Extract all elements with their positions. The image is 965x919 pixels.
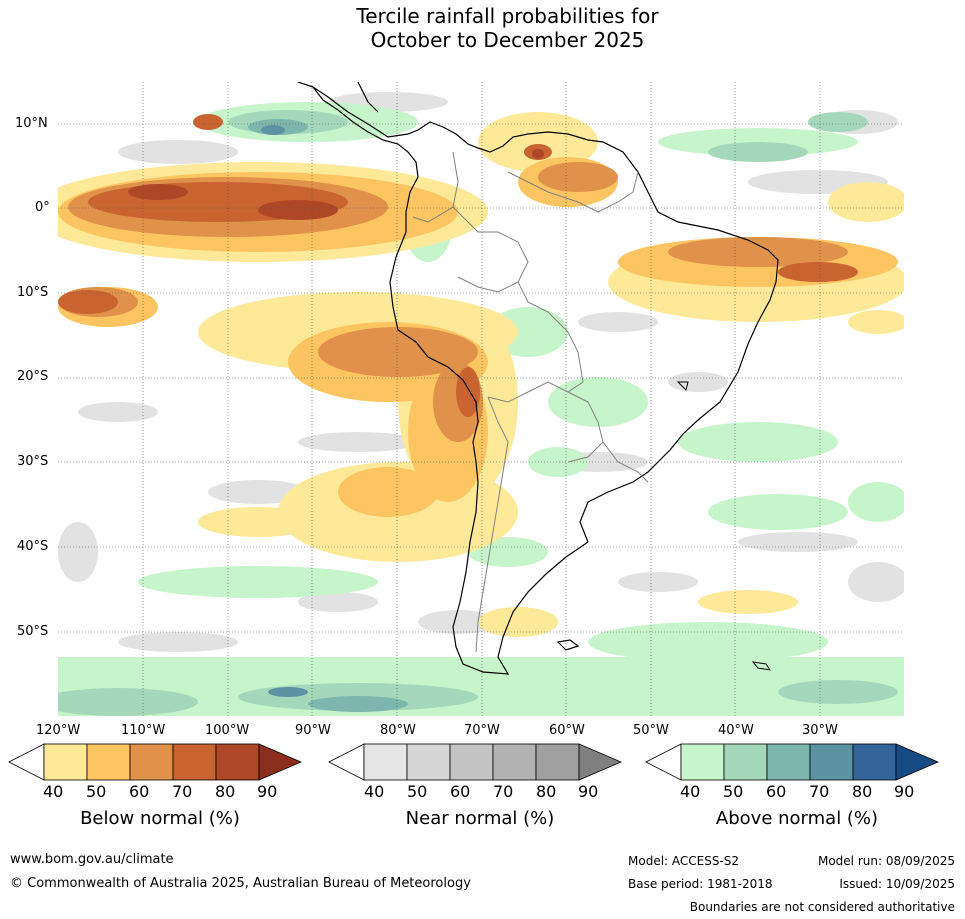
cb-near-tick: 60 [450, 782, 471, 801]
cb-near-tick: 90 [578, 782, 599, 801]
colorbar-near [328, 743, 623, 781]
colorbar-below-title: Below normal (%) [80, 808, 240, 829]
colorbar-segment [680, 743, 725, 781]
colorbar-segment [852, 743, 897, 781]
cb-above-tick: 60 [766, 782, 787, 801]
lon-label-40w: 40°W [718, 723, 754, 738]
cb-below-tick: 40 [43, 782, 64, 801]
title-line-1: Tercile rainfall probabilities for [356, 4, 659, 28]
cb-near-tick: 70 [493, 782, 514, 801]
colorbar-extend-low [645, 743, 682, 781]
colorbar-extend-high [895, 743, 940, 781]
cb-near-tick: 40 [364, 782, 385, 801]
cb-below-tick: 50 [86, 782, 107, 801]
lat-label-30s: 30°S [17, 454, 49, 469]
colorbar-segment [449, 743, 494, 781]
coastline [297, 82, 779, 675]
colorbar-above-title: Above normal (%) [715, 808, 879, 829]
footer-copyright: © Commonwealth of Australia 2025, Austra… [10, 876, 471, 891]
below-normal-areas [58, 112, 904, 637]
colorbar-extend-high [258, 743, 303, 781]
footer-boundaries: Boundaries are not considered authoritat… [689, 900, 955, 914]
lat-label-20s: 20°S [17, 369, 49, 384]
lon-label-30w: 30°W [802, 723, 838, 738]
lon-label-90w: 90°W [295, 723, 331, 738]
cb-above-tick: 50 [723, 782, 744, 801]
map-svg [58, 82, 904, 716]
footer-model-run: Model run: 08/09/2025 [817, 854, 955, 868]
above-normal-areas [58, 102, 904, 716]
colorbar-segment [172, 743, 217, 781]
lat-label-10s: 10°S [17, 285, 49, 300]
cb-above-tick: 90 [894, 782, 915, 801]
colorbar-segment [363, 743, 408, 781]
colorbar-segment [43, 743, 88, 781]
colorbar-segment [406, 743, 451, 781]
footer-issued: Issued: 10/09/2025 [839, 877, 955, 891]
lat-label-0: 0° [35, 200, 50, 215]
cb-below-tick: 90 [257, 782, 278, 801]
colorbar-extend-high [578, 743, 623, 781]
lon-label-100w: 100°W [205, 723, 250, 738]
cb-below-tick: 70 [172, 782, 193, 801]
colorbar-segment [215, 743, 260, 781]
colorbar-segment [535, 743, 580, 781]
footer-url: www.bom.gov.au/climate [10, 852, 174, 867]
footer-base-period: Base period: 1981-2018 [628, 877, 773, 891]
map-title: Tercile rainfall probabilities for Octob… [0, 4, 965, 52]
colorbar-segment [492, 743, 537, 781]
colorbar-segment [129, 743, 174, 781]
title-line-2: October to December 2025 [370, 28, 645, 52]
lat-label-10n: 10°N [15, 116, 48, 131]
lat-label-40s: 40°S [17, 539, 49, 554]
lon-label-60w: 60°W [549, 723, 585, 738]
cb-near-tick: 80 [536, 782, 557, 801]
lon-label-110w: 110°W [121, 723, 166, 738]
colorbar-below [8, 743, 303, 781]
colorbar-segment [86, 743, 131, 781]
cb-below-tick: 80 [215, 782, 236, 801]
lon-label-50w: 50°W [633, 723, 669, 738]
cb-above-tick: 80 [852, 782, 873, 801]
colorbar-extend-low [328, 743, 365, 781]
cb-below-tick: 60 [129, 782, 150, 801]
cb-near-tick: 50 [407, 782, 428, 801]
footer-model: Model: ACCESS-S2 [628, 854, 740, 868]
probability-map [58, 82, 904, 716]
lon-label-80w: 80°W [380, 723, 416, 738]
lon-label-120w: 120°W [36, 723, 81, 738]
colorbar-near-title: Near normal (%) [405, 808, 555, 829]
cb-above-tick: 70 [809, 782, 830, 801]
colorbar-above [645, 743, 940, 781]
cb-above-tick: 40 [680, 782, 701, 801]
colorbar-extend-low [8, 743, 45, 781]
lat-label-50s: 50°S [17, 624, 49, 639]
lon-label-70w: 70°W [464, 723, 500, 738]
colorbar-segment [809, 743, 854, 781]
colorbar-segment [766, 743, 811, 781]
graticule [58, 82, 904, 716]
colorbar-segment [723, 743, 768, 781]
